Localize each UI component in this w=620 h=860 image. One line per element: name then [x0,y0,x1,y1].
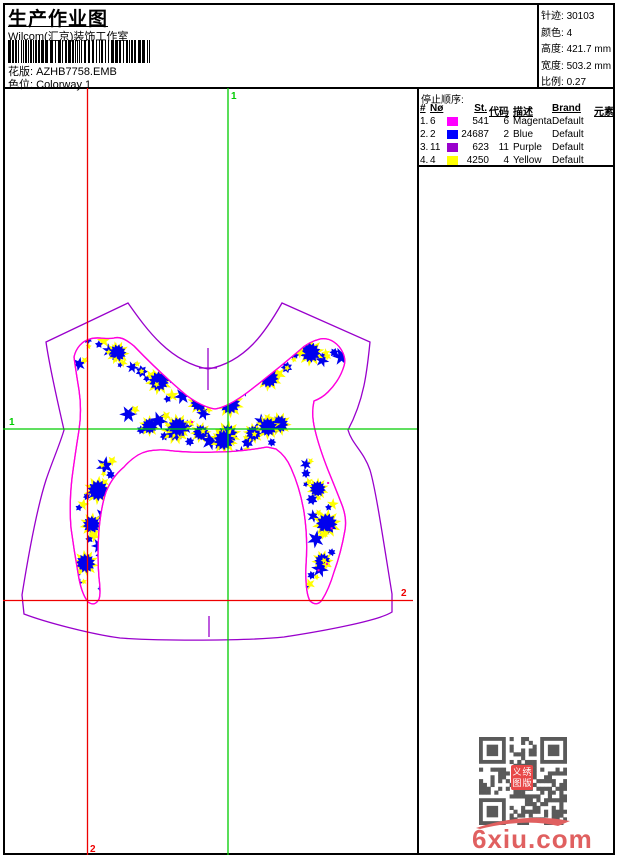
header-divider [3,87,615,89]
page-title: 生产作业图 [8,9,109,30]
thread-color-swatch [447,117,458,126]
stats-value: 421.7 mm [566,44,612,55]
thread-brand: Default [552,142,584,153]
thread-description: Blue [513,129,534,140]
stats-label: 高度: [541,44,564,55]
pattern-file-line: 花版: AZHB7758.EMB [8,63,117,79]
end-point-label-right: 2 [401,588,407,599]
stats-row-1: 颜色: 4 [541,24,615,39]
needle-number: 4 [430,155,436,166]
watermark-site: 6xiu.com [472,824,593,854]
design-canvas: 1 1 2 2 [3,88,417,855]
thread-brand: Default [552,155,584,166]
colorway-line: 色位: Colorway 1 [8,76,91,92]
thread-code: 6 [503,116,509,127]
stats-label: 颜色: [541,27,564,39]
center-front-marks [199,348,217,637]
end-point-label-bottom: 2 [90,844,96,855]
pattern-file-label: 花版: [8,66,34,78]
thread-brand: Default [552,116,584,127]
stats-label: 针迹: [541,11,564,22]
watermark-seal: 义绣图版 [511,765,533,790]
stitch-count: 4250 [466,155,489,166]
column-header-2: St. [474,103,487,114]
needle-number: 11 [430,142,441,153]
thread-color-swatch [447,130,458,139]
column-header-3: 代码 [489,107,509,118]
seal-character: 版 [522,777,532,788]
stats-label: 宽度: [541,60,564,72]
stats-value: 0.27 [566,77,587,88]
stats-row-3: 宽度: 503.2 mm [541,57,615,72]
color-table-bottom-border [417,165,615,167]
stats-row-0: 针迹: 30103 [541,7,615,22]
stop-seq: 3. [420,142,429,153]
seal-character: 义 [512,766,522,777]
stop-seq: 1. [420,116,429,127]
hoop-guides: 1 1 2 2 [3,88,417,855]
stats-value: 30103 [566,11,595,22]
needle-number: 6 [430,116,436,127]
column-header-5: Brand [552,103,581,114]
watermark-swoosh [476,817,570,829]
thread-color-swatch [447,156,458,165]
stitch-count: 24687 [461,129,489,140]
seal-character: 图 [512,777,522,788]
drawing-area-divider [417,88,419,855]
column-header-6: 元素 [594,107,614,118]
column-header-4: 描述 [513,107,533,118]
thread-code: 2 [503,129,509,140]
barcode [8,40,150,63]
thread-code: 11 [498,142,509,153]
stitch-count: 541 [472,116,489,127]
needle-number: 2 [430,129,436,140]
seal-character: 绣 [522,766,532,777]
stop-seq: 4. [420,155,429,166]
stats-label: 比例: [541,77,564,88]
thread-description: Magenta [513,116,552,127]
stats-row-4: 比例: 0.27 [541,73,615,88]
stop-sequence-title: 停止顺序: [421,95,464,106]
thread-code: 4 [503,155,509,166]
stats-value: 4 [566,27,573,39]
colorway-value: Colorway 1 [36,79,92,91]
stitch-count: 623 [472,142,489,153]
colorway-label: 色位: [8,79,34,91]
stats-divider [537,3,539,87]
column-header-0: # [420,103,426,114]
pattern-file-value: AZHB7758.EMB [36,66,117,78]
thread-color-swatch [447,143,458,152]
stats-value: 503.2 mm [566,60,612,72]
stop-seq: 2. [420,129,429,140]
start-point-label-top: 1 [231,91,237,102]
thread-brand: Default [552,129,584,140]
thread-description: Yellow [513,155,542,166]
thread-description: Purple [513,142,542,153]
column-header-1: Nø [430,103,444,114]
garment-outline [21,302,393,641]
stats-row-2: 高度: 421.7 mm [541,40,615,55]
start-point-label-left: 1 [9,417,15,428]
